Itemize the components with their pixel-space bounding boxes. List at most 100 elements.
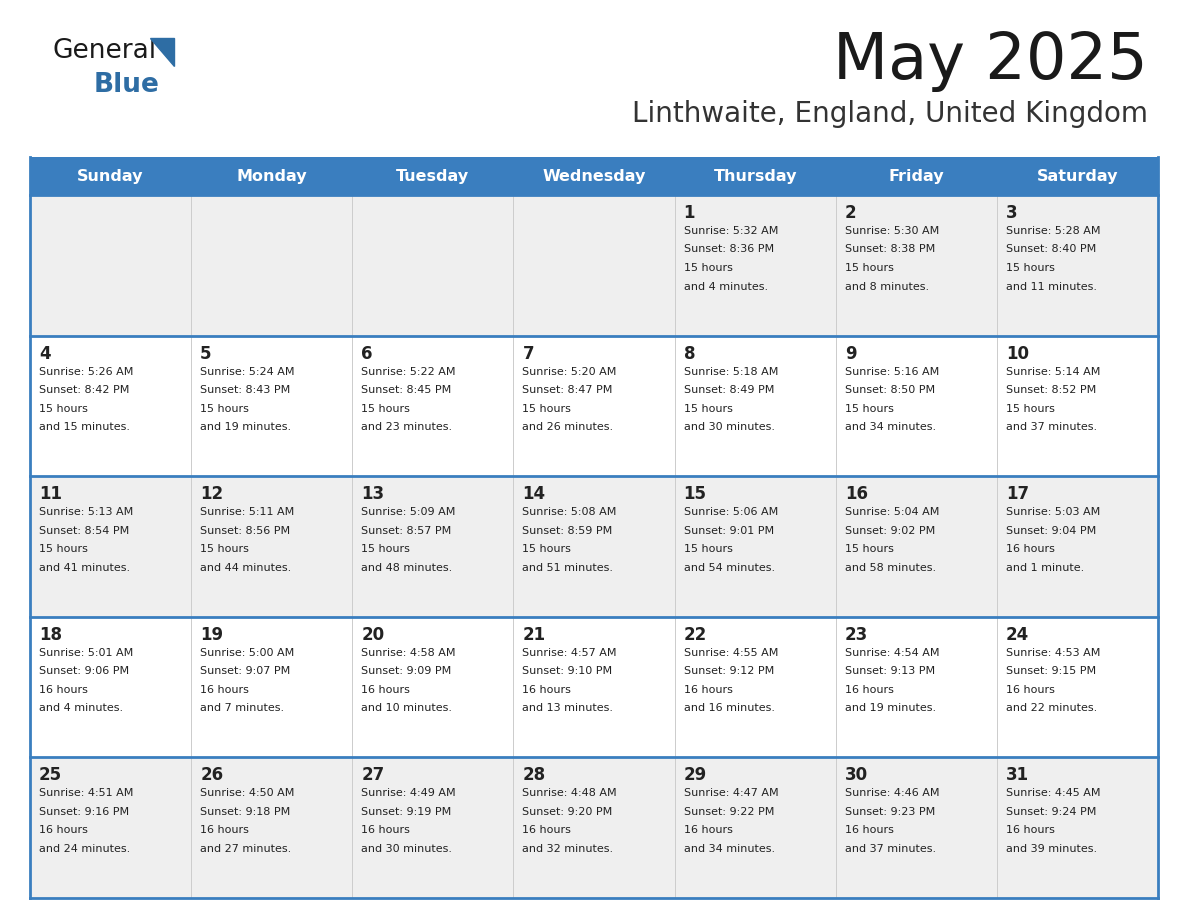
Text: 17: 17 xyxy=(1006,486,1029,503)
Text: 12: 12 xyxy=(200,486,223,503)
Text: 23: 23 xyxy=(845,626,868,644)
Text: Sunrise: 4:49 AM: Sunrise: 4:49 AM xyxy=(361,789,456,799)
Text: 22: 22 xyxy=(683,626,707,644)
Text: and 8 minutes.: and 8 minutes. xyxy=(845,282,929,292)
Text: Sunrise: 5:20 AM: Sunrise: 5:20 AM xyxy=(523,366,617,376)
Text: and 34 minutes.: and 34 minutes. xyxy=(683,844,775,854)
Text: 15 hours: 15 hours xyxy=(683,404,733,414)
Text: Sunrise: 4:55 AM: Sunrise: 4:55 AM xyxy=(683,648,778,658)
FancyBboxPatch shape xyxy=(30,617,1158,757)
Text: 19: 19 xyxy=(200,626,223,644)
Text: Linthwaite, England, United Kingdom: Linthwaite, England, United Kingdom xyxy=(632,100,1148,128)
Text: 16 hours: 16 hours xyxy=(523,825,571,835)
Text: 2: 2 xyxy=(845,204,857,222)
Text: Sunrise: 4:47 AM: Sunrise: 4:47 AM xyxy=(683,789,778,799)
Text: Sunset: 8:47 PM: Sunset: 8:47 PM xyxy=(523,385,613,395)
Text: Sunrise: 5:09 AM: Sunrise: 5:09 AM xyxy=(361,508,456,517)
Text: Sunset: 8:38 PM: Sunset: 8:38 PM xyxy=(845,244,935,254)
Text: 10: 10 xyxy=(1006,344,1029,363)
Text: Sunrise: 5:28 AM: Sunrise: 5:28 AM xyxy=(1006,226,1100,236)
Text: Sunrise: 4:58 AM: Sunrise: 4:58 AM xyxy=(361,648,456,658)
Text: Sunset: 9:20 PM: Sunset: 9:20 PM xyxy=(523,807,613,817)
Polygon shape xyxy=(150,38,173,66)
Text: Sunset: 9:02 PM: Sunset: 9:02 PM xyxy=(845,526,935,536)
Text: Sunrise: 5:24 AM: Sunrise: 5:24 AM xyxy=(200,366,295,376)
Text: and 37 minutes.: and 37 minutes. xyxy=(845,844,936,854)
Text: Sunset: 9:06 PM: Sunset: 9:06 PM xyxy=(39,666,129,677)
Text: Sunrise: 5:11 AM: Sunrise: 5:11 AM xyxy=(200,508,295,517)
Text: 16 hours: 16 hours xyxy=(200,685,249,695)
FancyBboxPatch shape xyxy=(30,476,1158,617)
Text: and 34 minutes.: and 34 minutes. xyxy=(845,422,936,432)
Text: 16 hours: 16 hours xyxy=(683,685,733,695)
Text: 15 hours: 15 hours xyxy=(200,544,249,554)
Text: Sunset: 9:15 PM: Sunset: 9:15 PM xyxy=(1006,666,1097,677)
Text: Sunset: 8:43 PM: Sunset: 8:43 PM xyxy=(200,385,290,395)
Text: Sunrise: 5:16 AM: Sunrise: 5:16 AM xyxy=(845,366,939,376)
Text: Sunset: 9:19 PM: Sunset: 9:19 PM xyxy=(361,807,451,817)
Text: 16 hours: 16 hours xyxy=(683,825,733,835)
Text: and 54 minutes.: and 54 minutes. xyxy=(683,563,775,573)
Text: and 7 minutes.: and 7 minutes. xyxy=(200,703,284,713)
Text: Sunset: 8:57 PM: Sunset: 8:57 PM xyxy=(361,526,451,536)
Text: Sunset: 9:24 PM: Sunset: 9:24 PM xyxy=(1006,807,1097,817)
Text: 13: 13 xyxy=(361,486,385,503)
Text: Sunrise: 5:14 AM: Sunrise: 5:14 AM xyxy=(1006,366,1100,376)
Text: 5: 5 xyxy=(200,344,211,363)
Text: Monday: Monday xyxy=(236,169,307,184)
Text: Sunset: 9:23 PM: Sunset: 9:23 PM xyxy=(845,807,935,817)
Text: and 32 minutes.: and 32 minutes. xyxy=(523,844,613,854)
Text: General: General xyxy=(52,38,156,64)
Text: 16 hours: 16 hours xyxy=(1006,825,1055,835)
Text: Sunset: 8:42 PM: Sunset: 8:42 PM xyxy=(39,385,129,395)
Text: Sunrise: 5:18 AM: Sunrise: 5:18 AM xyxy=(683,366,778,376)
Text: and 41 minutes.: and 41 minutes. xyxy=(39,563,131,573)
Text: 7: 7 xyxy=(523,344,535,363)
Text: Tuesday: Tuesday xyxy=(397,169,469,184)
Text: 31: 31 xyxy=(1006,767,1029,784)
Text: Sunset: 8:56 PM: Sunset: 8:56 PM xyxy=(200,526,290,536)
Text: 15 hours: 15 hours xyxy=(523,404,571,414)
Text: and 39 minutes.: and 39 minutes. xyxy=(1006,844,1097,854)
Text: and 22 minutes.: and 22 minutes. xyxy=(1006,703,1097,713)
Text: Sunset: 8:40 PM: Sunset: 8:40 PM xyxy=(1006,244,1097,254)
FancyBboxPatch shape xyxy=(30,757,1158,898)
Text: Sunrise: 4:46 AM: Sunrise: 4:46 AM xyxy=(845,789,940,799)
Text: 9: 9 xyxy=(845,344,857,363)
Text: 16 hours: 16 hours xyxy=(361,825,410,835)
Text: Friday: Friday xyxy=(889,169,944,184)
Text: 1: 1 xyxy=(683,204,695,222)
Text: May 2025: May 2025 xyxy=(833,30,1148,92)
Text: and 51 minutes.: and 51 minutes. xyxy=(523,563,613,573)
Text: Sunrise: 4:51 AM: Sunrise: 4:51 AM xyxy=(39,789,133,799)
Text: and 4 minutes.: and 4 minutes. xyxy=(39,703,124,713)
Text: Sunset: 8:52 PM: Sunset: 8:52 PM xyxy=(1006,385,1097,395)
Text: 15 hours: 15 hours xyxy=(523,544,571,554)
Text: Sunrise: 4:45 AM: Sunrise: 4:45 AM xyxy=(1006,789,1100,799)
Text: 21: 21 xyxy=(523,626,545,644)
Text: 16 hours: 16 hours xyxy=(361,685,410,695)
Text: Sunrise: 5:00 AM: Sunrise: 5:00 AM xyxy=(200,648,295,658)
Text: and 1 minute.: and 1 minute. xyxy=(1006,563,1085,573)
Text: 29: 29 xyxy=(683,767,707,784)
FancyBboxPatch shape xyxy=(30,195,1158,336)
Text: 16 hours: 16 hours xyxy=(39,685,88,695)
Text: Sunrise: 5:30 AM: Sunrise: 5:30 AM xyxy=(845,226,939,236)
Text: 25: 25 xyxy=(39,767,62,784)
Text: 15: 15 xyxy=(683,486,707,503)
Text: and 15 minutes.: and 15 minutes. xyxy=(39,422,129,432)
Text: 6: 6 xyxy=(361,344,373,363)
Text: Sunset: 9:01 PM: Sunset: 9:01 PM xyxy=(683,526,773,536)
Text: Wednesday: Wednesday xyxy=(542,169,646,184)
Text: 15 hours: 15 hours xyxy=(683,263,733,273)
Text: and 11 minutes.: and 11 minutes. xyxy=(1006,282,1097,292)
Text: 16 hours: 16 hours xyxy=(523,685,571,695)
Text: 16 hours: 16 hours xyxy=(39,825,88,835)
Text: 4: 4 xyxy=(39,344,51,363)
Text: Sunrise: 5:08 AM: Sunrise: 5:08 AM xyxy=(523,508,617,517)
Text: 11: 11 xyxy=(39,486,62,503)
Text: Sunrise: 5:06 AM: Sunrise: 5:06 AM xyxy=(683,508,778,517)
Text: 24: 24 xyxy=(1006,626,1029,644)
Text: 16 hours: 16 hours xyxy=(1006,544,1055,554)
Text: Sunrise: 4:48 AM: Sunrise: 4:48 AM xyxy=(523,789,617,799)
